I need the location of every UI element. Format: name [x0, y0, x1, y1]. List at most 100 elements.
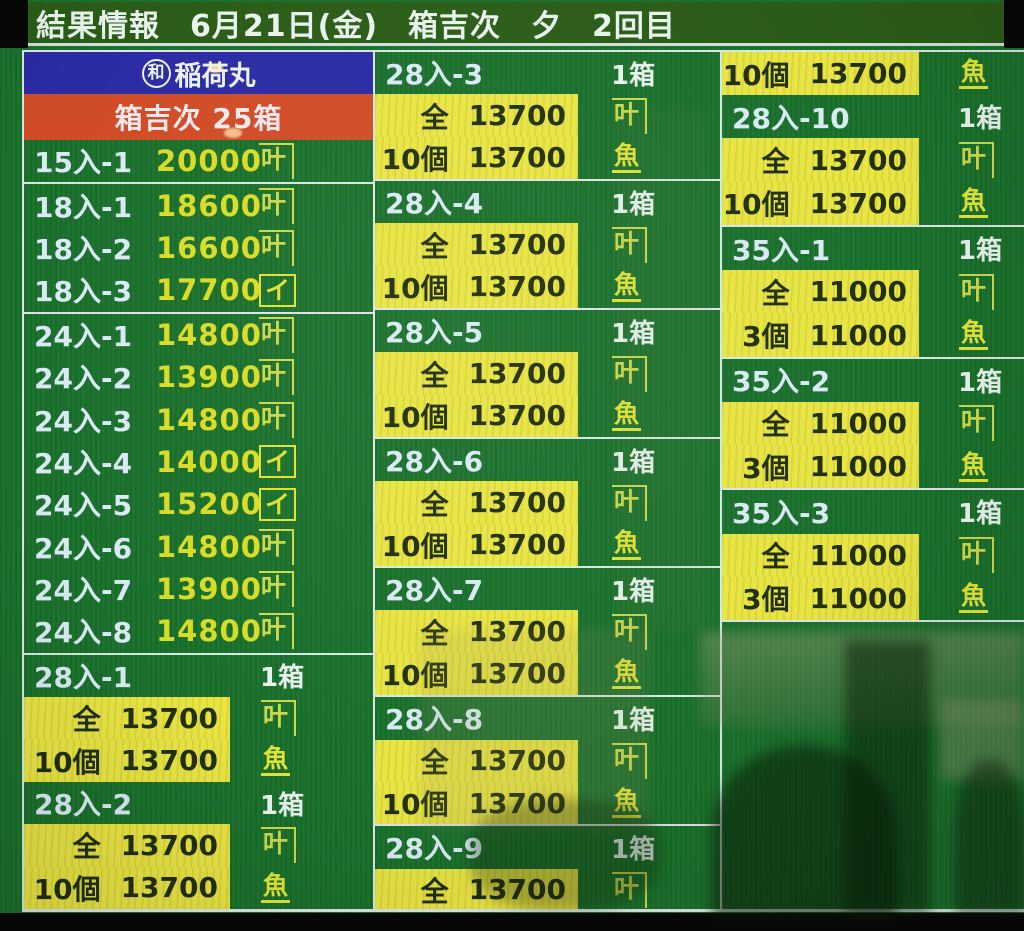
lot-price-row: 18入-2 16600 叶	[24, 227, 373, 269]
lot-price: 20000	[156, 144, 262, 179]
sale-highlight-cell: 10個 13700	[375, 523, 578, 567]
sale-highlight-cell: 10個 13700	[375, 265, 578, 309]
sale-quantity: 10個	[722, 58, 790, 92]
sale-price: 13700	[120, 744, 218, 778]
buyer-mark-kanau-icon: 叶	[612, 226, 648, 263]
sale-quantity: 10個	[381, 529, 449, 563]
lot-price: 16600	[156, 230, 262, 265]
lot-box-count: 1箱	[260, 790, 305, 821]
buyer-mark-kanau-icon: 叶	[959, 537, 995, 574]
lot-header-row: 28入-2 1箱	[24, 782, 373, 824]
buyer-mark-kanau-icon: 叶	[959, 273, 995, 310]
lot-box-count: 1箱	[260, 663, 305, 694]
sale-quantity: 10個	[381, 142, 449, 176]
buyer-mark-kanau-icon: 叶	[959, 142, 995, 179]
sale-quantity: 全	[72, 703, 101, 737]
lot-header-row: 28入-9 1箱	[375, 826, 720, 868]
buyer-mark-kanau-icon: 叶	[612, 484, 648, 521]
sale-quantity: 全	[761, 408, 790, 442]
lot-label: 24入-6	[34, 531, 133, 565]
sale-detail-row: 10個 13700 魚	[375, 652, 720, 698]
buyer-mark-kanau-icon: 叶	[259, 229, 295, 266]
sale-quantity: 全	[420, 874, 449, 908]
sale-detail-row: 3個 11000 魚	[722, 445, 1024, 491]
sale-detail-row: 全 13700 叶	[24, 697, 373, 740]
sale-quantity: 全	[761, 145, 790, 179]
sale-quantity: 10個	[381, 658, 449, 692]
sale-price: 13700	[468, 528, 566, 562]
lot-box-count: 1箱	[958, 499, 1003, 530]
sale-price: 11000	[809, 450, 907, 484]
lot-label: 28入-6	[385, 445, 484, 479]
sale-quantity: 10個	[381, 400, 449, 434]
buyer-mark-kanau-icon: 叶	[259, 359, 295, 396]
sale-highlight-cell: 全 13700	[375, 223, 578, 266]
sale-detail-row: 全 13700 叶	[24, 824, 373, 867]
lot-box-count: 1箱	[611, 447, 656, 478]
lot-label: 28入-2	[34, 788, 133, 822]
lot-label: 28入-7	[385, 574, 484, 608]
sale-quantity: 全	[761, 540, 790, 574]
lot-header-row: 35入-2 1箱	[722, 359, 1024, 402]
lot-label: 24入-2	[34, 362, 133, 396]
sale-detail-row: 10個 13700 魚	[722, 52, 1024, 96]
sale-highlight-cell: 全 13700	[375, 352, 578, 395]
sale-quantity: 全	[420, 358, 449, 392]
lot-label: 24入-8	[34, 616, 133, 650]
buyer-mark-kanau-icon: 叶	[259, 613, 295, 650]
buyer-mark-kanau-icon: 叶	[259, 316, 295, 353]
sale-quantity: 全	[72, 830, 101, 864]
sale-detail-row: 全 13700 叶	[375, 352, 720, 395]
sale-detail-row: 全 13700 叶	[375, 610, 720, 653]
sale-detail-row: 全 13700 叶	[375, 739, 720, 782]
lot-header-row: 28入-5 1箱	[375, 310, 720, 352]
title-bar: 結果情報 6月21日(金) 箱吉次 夕 2回目	[28, 2, 1004, 46]
lot-header-row: 28入-8 1箱	[375, 697, 720, 739]
title-session: 夕	[531, 8, 563, 44]
buyer-mark-fish-icon: 魚	[261, 746, 291, 776]
lot-header-row: 28入-4 1箱	[375, 181, 720, 223]
buyer-mark-fish-icon: 魚	[959, 583, 989, 614]
buyer-mark-kanau-icon: 叶	[259, 187, 295, 224]
lot-price-row: 24入-8 14800 叶	[24, 610, 373, 655]
lot-label: 28入-9	[385, 832, 484, 866]
lot-price: 15200	[156, 487, 262, 522]
sale-highlight-cell: 全 11000	[722, 533, 919, 577]
lot-price-row: 24入-5 15200 イ	[24, 483, 373, 525]
lot-box-count: 1箱	[611, 189, 656, 220]
buyer-mark-ibox-icon: イ	[259, 273, 297, 307]
sale-detail-row: 10個 13700 魚	[375, 394, 720, 440]
buyer-mark-ibox-icon: イ	[259, 445, 297, 479]
lot-box-count: 1箱	[958, 367, 1003, 398]
sale-detail-row: 10個 13700 魚	[375, 781, 720, 827]
lot-label: 35入-3	[732, 496, 831, 530]
sale-detail-row: 10個 13700 魚	[375, 136, 720, 182]
lot-label: 24入-1	[34, 319, 133, 353]
lot-price: 13900	[156, 572, 262, 607]
sale-detail-row: 10個 13700 魚	[722, 181, 1024, 227]
sale-price: 13700	[468, 399, 566, 433]
lot-header-row: 35入-3 1箱	[722, 490, 1024, 533]
sale-highlight-cell: 10個 13700	[375, 652, 578, 696]
lot-price: 14800	[156, 317, 262, 352]
lot-box-count: 1箱	[611, 576, 656, 607]
sale-highlight-cell: 全 13700	[722, 138, 919, 182]
buyer-mark-kanau-icon: 叶	[259, 571, 295, 608]
lot-label: 24入-3	[34, 404, 133, 438]
sale-quantity: 全	[761, 276, 790, 310]
buyer-mark-fish-icon: 魚	[959, 452, 989, 482]
left-rows: 15入-1 20000 叶 18入-1 18600 叶 18入-2 16600 叶 18入-3 17…	[24, 140, 373, 910]
lot-box-count: 1箱	[958, 104, 1003, 135]
lot-header-row: 28入-7 1箱	[375, 568, 720, 610]
lot-total-banner: 箱吉次 25箱	[24, 94, 373, 140]
sale-quantity: 3個	[742, 320, 790, 354]
sale-highlight-cell: 10個 13700	[24, 739, 230, 782]
panel-left: 和 稲荷丸 箱吉次 25箱 15入-1 20000 叶 18入-1 18600 叶 18入-…	[22, 50, 375, 911]
sale-detail-row: 10個 13700 魚	[375, 265, 720, 311]
sale-price: 11000	[809, 275, 907, 309]
sale-highlight-cell: 全 13700	[375, 739, 578, 782]
buyer-mark-kanau-icon: 叶	[612, 97, 648, 134]
sale-detail-row: 全 13700 叶	[375, 481, 720, 524]
panel-right: 10個 13700 魚 28入-10 1箱全 13700 叶 10個 13700 魚 35入-1 1箱…	[722, 50, 1024, 911]
